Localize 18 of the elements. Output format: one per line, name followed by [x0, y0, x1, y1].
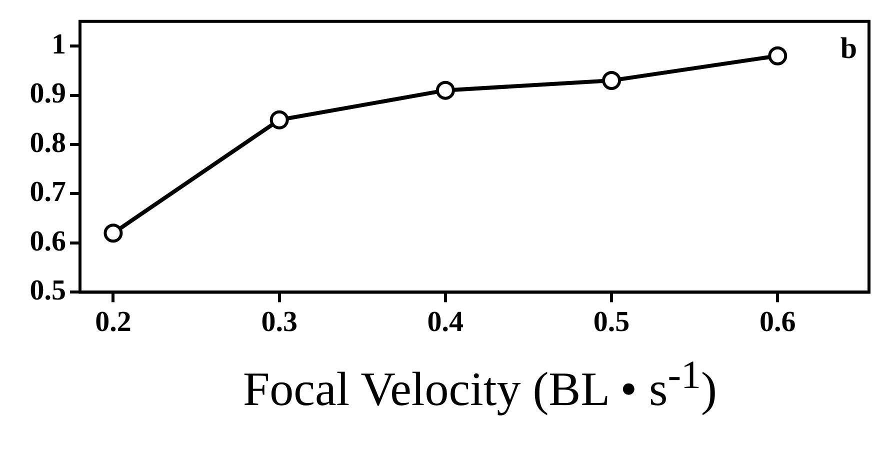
point: [436, 80, 455, 100]
x-axis-title: Focal Velocity (BL • s$^{-1}$): [242, 351, 718, 418]
point: [104, 224, 123, 243]
y-tick-label: 0.6: [30, 225, 66, 258]
x-tick-label: 0.2: [95, 306, 132, 338]
point: [270, 110, 289, 130]
x-tick-label: 0.5: [593, 306, 630, 338]
y-tick-label: 0.7: [30, 176, 66, 208]
x-tick-label: 0.3: [261, 306, 298, 338]
x-tick-label: 0.6: [760, 306, 796, 338]
y-tick-label: 1: [52, 28, 66, 61]
y-tick-label: 0.5: [30, 274, 66, 307]
annotation: b: [840, 32, 857, 66]
y-tick-label: 0.9: [30, 78, 66, 110]
point: [602, 70, 622, 90]
x-tick-label: 0.4: [427, 306, 464, 338]
point: [768, 46, 788, 66]
y-tick-label: 0.8: [30, 126, 66, 159]
